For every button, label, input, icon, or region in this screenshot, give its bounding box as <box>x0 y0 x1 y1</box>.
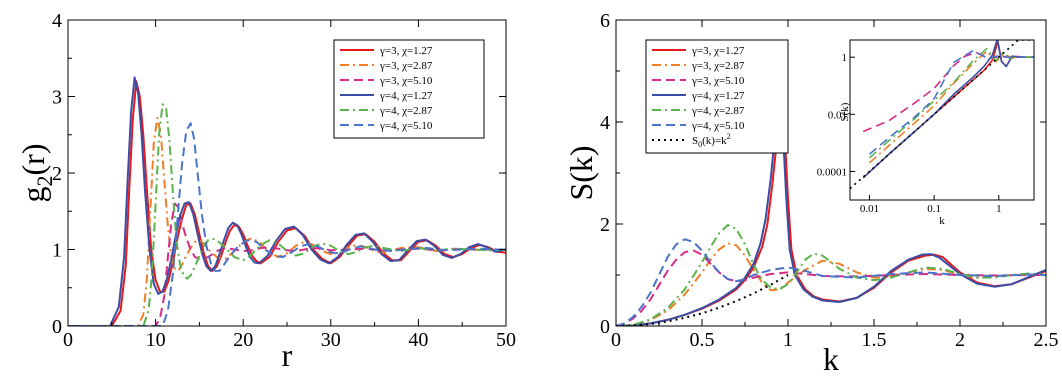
g2-series-line <box>68 116 506 326</box>
g2-y-tick-label: 0 <box>52 316 62 338</box>
sk-legend-label: γ=3, χ=1.27 <box>691 45 745 57</box>
inset-y-axis-label: S(k) <box>839 102 851 121</box>
legend-label-main: S <box>692 135 698 147</box>
sk-x-tick-label: 2 <box>955 329 965 351</box>
sk-y-tick-label: 2 <box>600 214 610 236</box>
g2-x-axis-label: r <box>282 337 293 373</box>
g2-y-tick-label: 4 <box>52 10 62 32</box>
g2-legend-label: γ=4, χ=5.10 <box>379 120 433 132</box>
sk-legend-label: γ=3, χ=5.10 <box>691 75 745 87</box>
g2-y-tick-label: 3 <box>52 87 62 109</box>
inset-x-tick-label: 0.01 <box>860 203 879 215</box>
g2-x-tick-label: 10 <box>146 329 166 351</box>
g2-x-tick-label: 20 <box>233 329 253 351</box>
sk-legend-box <box>645 39 789 154</box>
inset-x-tick-label: 1 <box>996 203 1002 215</box>
sk-y-tick-label: 6 <box>600 10 610 32</box>
sk-x-tick-label: 1 <box>783 329 793 351</box>
sk-legend-label: S0(k)=k2 <box>692 132 731 149</box>
inset-x-axis-label: k <box>939 215 945 227</box>
sk-legend-label: γ=4, χ=1.27 <box>691 90 745 102</box>
g2-chart: 0 10 20 30 40 50 0 1 2 3 4 r g2(r) γ=3, χ=1.27 γ=3, χ=… <box>15 10 516 373</box>
inset-y-tick-label: 0.0001 <box>817 166 847 178</box>
sk-chart: 0 0.5 1 1.5 2 2.5 0 2 4 6 k S(k) γ=3, χ=1.27 γ=3, χ=2… <box>563 10 1059 376</box>
sk-x-tick-label: 0 <box>611 329 621 351</box>
g2-x-tick-label: 0 <box>63 329 73 351</box>
g2-series-line <box>68 202 506 326</box>
inset-series-line <box>850 40 1034 190</box>
g2-legend-label: γ=3, χ=1.27 <box>379 45 433 57</box>
sk-x-tick-label: 1.5 <box>862 329 887 351</box>
sk-legend-label: γ=3, χ=2.87 <box>691 60 745 72</box>
inset-y-tick-label: 0.01 <box>828 109 847 121</box>
sk-series-line <box>616 103 1046 326</box>
inset-y-tick-label: 1 <box>842 52 848 64</box>
sk-y-axis-label: S(k) <box>563 145 599 200</box>
g2-legend-label: γ=3, χ=2.87 <box>379 60 433 72</box>
g2-x-tick-label: 30 <box>321 329 341 351</box>
g2-x-tick-label: 40 <box>408 329 428 351</box>
g2-legend-label: γ=3, χ=5.10 <box>379 75 433 87</box>
g2-y-label-tail: (r) <box>15 144 51 176</box>
g2-legend-label: γ=4, χ=2.87 <box>379 105 433 117</box>
g2-y-label-main: g <box>15 186 51 202</box>
g2-legend-box <box>333 39 485 139</box>
inset-series-line <box>868 49 1034 155</box>
g2-series-line <box>68 122 506 326</box>
sk-y-tick-label: 0 <box>600 316 610 338</box>
inset-frame <box>849 39 1035 201</box>
inset-series-line <box>868 50 1034 164</box>
legend-label-sup: 2 <box>727 132 731 141</box>
g2-y-axis-label: g2(r) <box>15 144 57 203</box>
sk-series-line <box>616 224 1046 326</box>
sk-x-tick-label: 2.5 <box>1034 329 1059 351</box>
sk-series-line <box>616 249 1046 326</box>
sk-series-line <box>616 274 789 326</box>
g2-x-tick-label: 50 <box>496 329 516 351</box>
sk-inset: 0.01 0.1 1 0.0001 0.01 1 k S(k) <box>812 36 1040 230</box>
sk-legend-label: γ=4, χ=2.87 <box>691 105 745 117</box>
g2-y-tick-label: 2 <box>52 163 62 185</box>
sk-y-tick-label: 4 <box>600 112 610 134</box>
g2-legend-label: γ=4, χ=1.27 <box>379 90 433 102</box>
sk-x-tick-label: 0.5 <box>690 329 715 351</box>
sk-legend-label: γ=4, χ=5.10 <box>691 120 745 132</box>
g2-series-line <box>68 103 506 326</box>
g2-y-tick-label: 1 <box>52 240 62 262</box>
sk-series-line <box>616 238 1046 326</box>
legend-label-tail: (k)=k <box>702 135 727 147</box>
g2-y-label-sub: 2 <box>32 175 57 186</box>
sk-x-axis-label: k <box>823 341 839 376</box>
inset-x-tick-label: 0.1 <box>927 203 941 215</box>
legend-label-sub: 0 <box>698 140 702 149</box>
